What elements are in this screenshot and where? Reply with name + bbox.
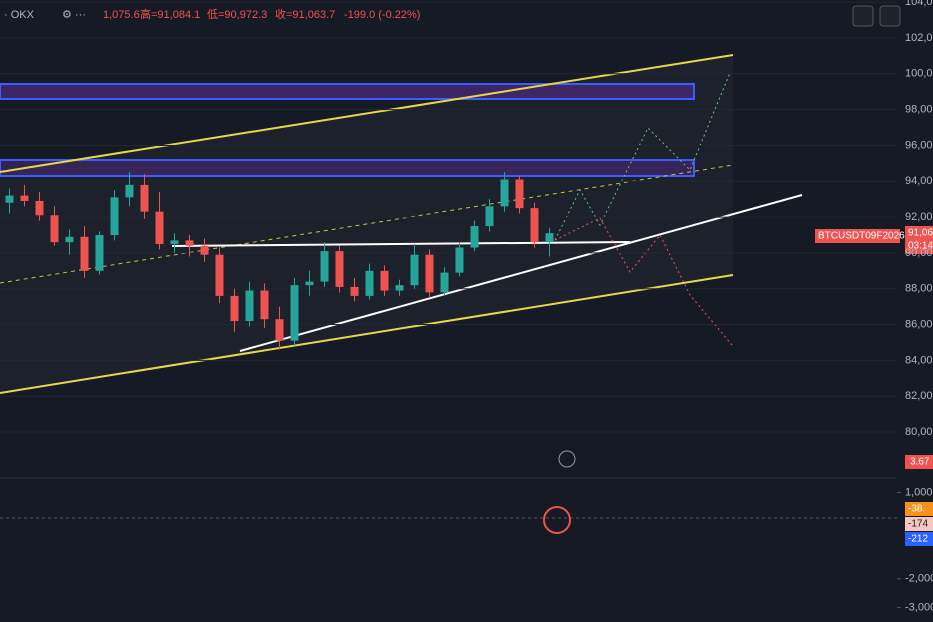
replay-icon[interactable]: [558, 450, 576, 468]
volume-tag: [905, 455, 933, 469]
y-tick-label: 104,000: [905, 0, 933, 8]
legend-low: 低=90,972.3: [207, 8, 267, 21]
y-tick-label: 80,000: [905, 426, 933, 438]
candle-body: [275, 319, 284, 341]
y-tick-label: 86,000: [905, 318, 933, 330]
macd-tag-text: -174: [908, 519, 928, 530]
fullscreen-button[interactable]: [879, 5, 901, 27]
last-price: 91,063.7: [908, 228, 933, 239]
candle-body: [380, 270, 389, 291]
candle-body: [470, 226, 479, 248]
exchange-label: · OKX: [4, 9, 35, 21]
macd-tag: [905, 517, 933, 531]
macd-tag: [905, 502, 933, 516]
candle-body: [20, 195, 29, 201]
candle-body: [5, 195, 14, 203]
candle-body: [155, 211, 164, 244]
countdown: 03:14: [908, 241, 933, 252]
y-tick-label: 96,000: [905, 139, 933, 151]
candle-body: [260, 290, 269, 320]
candle-body: [50, 215, 59, 243]
macd-tick-label: -2,000: [905, 573, 933, 585]
candle-body: [110, 197, 119, 235]
candle-body: [365, 270, 374, 296]
legend-change: -199.0 (-0.22%): [344, 9, 420, 21]
candle-body: [425, 254, 434, 293]
y-tick-label: 88,000: [905, 283, 933, 295]
zone-lower: [0, 159, 695, 177]
projection-up: [554, 72, 731, 241]
y-tick-label: 92,000: [905, 211, 933, 223]
channel-bottom: [0, 274, 734, 394]
macd-tag: [905, 532, 933, 546]
highlight-circle: [543, 506, 571, 534]
candle-body: [65, 236, 74, 243]
candle-body: [410, 254, 419, 286]
candle-body: [440, 272, 449, 293]
y-tick-label: 102,000: [905, 32, 933, 44]
candle-body: [350, 286, 359, 296]
candle-body: [215, 254, 224, 296]
symbol-tag: [815, 229, 900, 243]
channel-mid: [0, 164, 734, 284]
candle-body: [455, 247, 464, 273]
settings-icon[interactable]: ⚙ ···: [62, 9, 86, 21]
legend-close: 收=91,063.7: [275, 7, 335, 21]
candle-body: [35, 200, 44, 216]
candle-body: [125, 184, 134, 198]
legend-high: 高=91,084.1: [140, 7, 200, 21]
zone-upper: [0, 83, 695, 100]
macd-tick-label: -3,000: [905, 602, 933, 614]
download-button[interactable]: [852, 5, 874, 27]
macd-tag-text: -38.: [908, 504, 925, 515]
y-tick-label: 98,000: [905, 104, 933, 116]
candle-body: [545, 233, 554, 243]
candle-body: [485, 206, 494, 227]
candle-body: [185, 240, 194, 246]
candle-body: [95, 235, 104, 271]
candle-body: [530, 208, 539, 243]
channel-top: [0, 54, 734, 173]
y-tick-label: 100,000: [905, 68, 933, 80]
neckline: [171, 241, 631, 247]
candle-body: [320, 251, 329, 282]
candle-body: [245, 290, 254, 321]
candle-body: [395, 285, 404, 291]
projection-down: [554, 217, 733, 346]
legend-open: 1,075.6: [103, 9, 140, 21]
symbol-tag-text: BTCUSDT09F2026: [818, 231, 905, 242]
y-tick-label: 84,000: [905, 354, 933, 366]
candle-body: [500, 179, 509, 207]
candle-body: [230, 295, 239, 321]
candle-body: [80, 236, 89, 271]
macd-tick-label: 1,000: [905, 486, 933, 498]
candle-body: [335, 251, 344, 287]
candle-body: [170, 240, 179, 244]
candle-body: [305, 281, 314, 286]
macd-tag-text: -212: [908, 534, 928, 545]
y-tick-label: 90,000: [905, 247, 933, 259]
price-tag: [905, 226, 933, 254]
candle-body: [140, 184, 149, 212]
y-tick-label: 94,000: [905, 175, 933, 187]
candle-body: [290, 285, 299, 341]
volume-value: 3.67: [910, 457, 930, 468]
candle-body: [515, 179, 524, 209]
candle-body: [200, 245, 209, 255]
y-tick-label: 82,000: [905, 390, 933, 402]
